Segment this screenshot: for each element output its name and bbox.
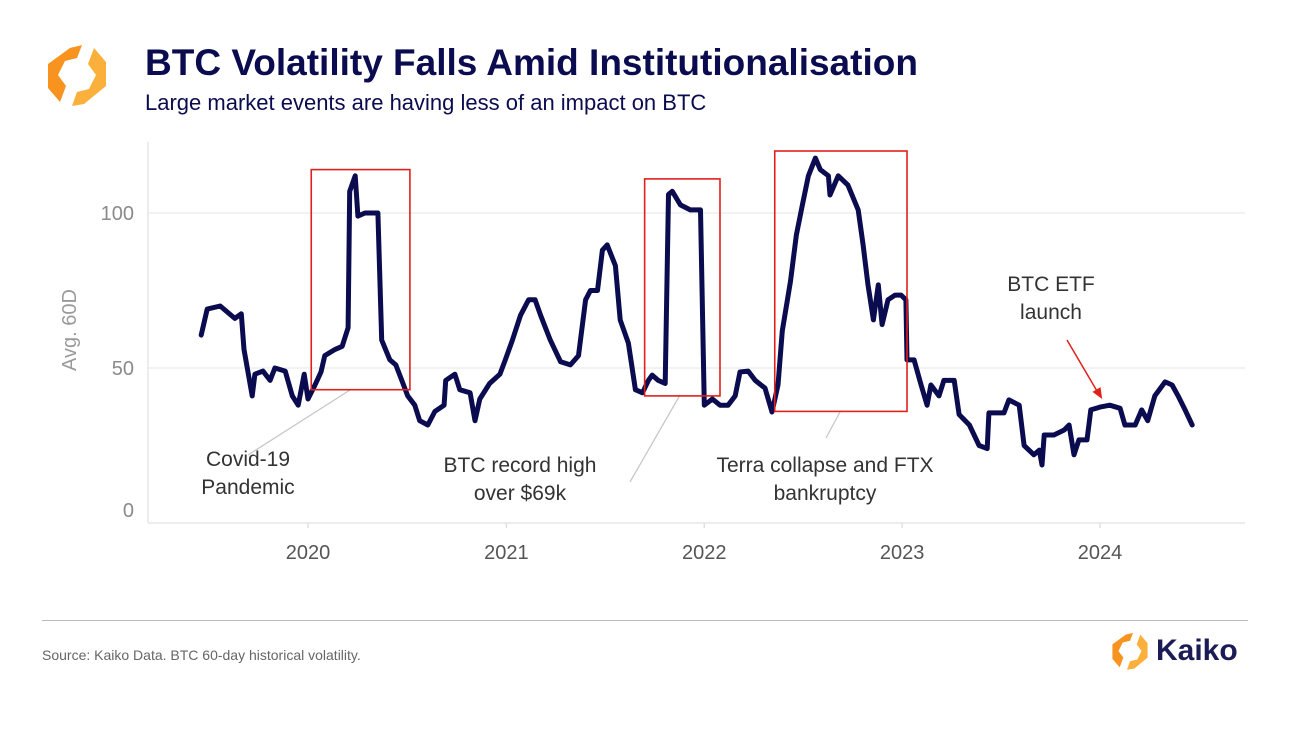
annotation-leader-line xyxy=(629,394,681,483)
y-tick-label: 100 xyxy=(101,203,134,225)
annotation-labels: Covid-19 Pandemic BTC record high over $69k… xyxy=(201,273,1103,505)
y-tick-label: 0 xyxy=(123,500,134,522)
chart-subtitle: Large market events are having less of a… xyxy=(145,90,707,115)
axes: 0 50 100 2020 2021 2022 2023 2024 xyxy=(101,141,1245,564)
footer-divider xyxy=(42,620,1248,621)
kaiko-hexagon-logo-icon xyxy=(48,45,106,106)
arrowhead-icon xyxy=(1092,387,1103,399)
volatility-chart: 0 50 100 2020 2021 2022 2023 2024 Avg. 60D Covi… xyxy=(59,141,1245,564)
annotation-label: Terra collapse and FTX xyxy=(716,454,933,477)
annotation-leaders xyxy=(247,389,841,483)
annotation-box xyxy=(643,178,721,397)
series-line-btc-volatility xyxy=(198,155,1195,468)
annotation-box xyxy=(773,150,908,413)
chart-title: BTC Volatility Falls Amid Institutionali… xyxy=(145,42,918,83)
annotation-leader-line xyxy=(247,389,351,456)
annotation-label: BTC ETF xyxy=(1007,273,1095,296)
annotation-leader-line xyxy=(825,411,841,439)
arrow-icon xyxy=(1066,339,1099,394)
x-tick-label: 2022 xyxy=(682,542,727,564)
y-axis-label: Avg. 60D xyxy=(59,289,81,371)
annotation-label: BTC record high xyxy=(444,454,597,477)
annotation-label: Pandemic xyxy=(201,476,294,499)
annotation-boxes xyxy=(310,150,908,413)
y-tick-label: 50 xyxy=(112,358,134,380)
brand-name: Kaiko xyxy=(1156,634,1238,667)
annotation-label: bankruptcy xyxy=(774,482,877,505)
x-tick-label: 2020 xyxy=(286,542,331,564)
brand-logo: Kaiko xyxy=(1110,631,1238,671)
source-note: Source: Kaiko Data. BTC 60-day historica… xyxy=(42,647,361,663)
kaiko-logo xyxy=(44,42,110,108)
kaiko-hexagon-logo-icon xyxy=(1112,632,1148,670)
x-tick-label: 2023 xyxy=(880,542,925,564)
annotation-label: Covid-19 xyxy=(206,448,290,471)
annotation-label: launch xyxy=(1020,301,1082,324)
x-tick-label: 2024 xyxy=(1078,542,1123,564)
annotation-label: over $69k xyxy=(474,482,567,505)
annotation-box xyxy=(310,168,411,391)
grid xyxy=(148,212,1245,369)
x-tick-label: 2021 xyxy=(484,542,529,564)
